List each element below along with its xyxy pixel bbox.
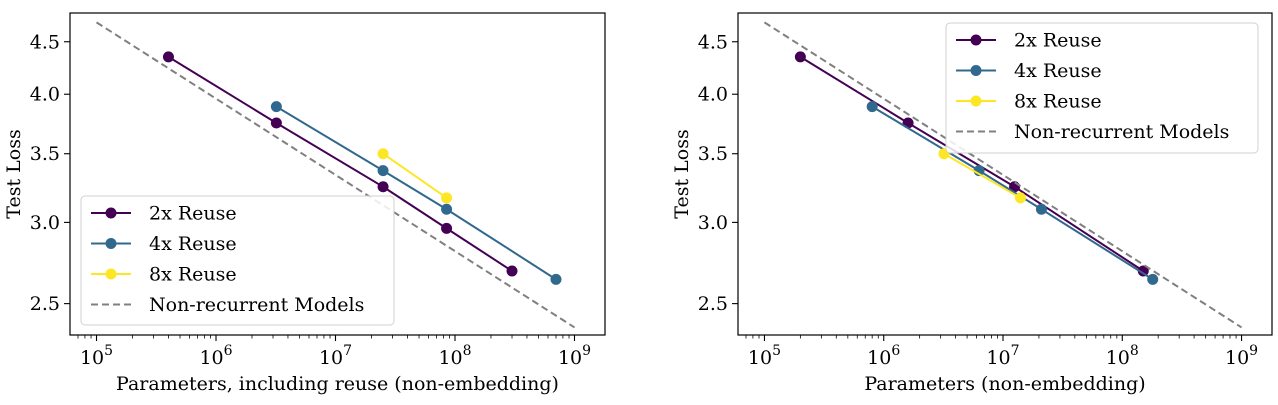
legend: 2x Reuse 4x Reuse 8x Reuse Non-recurrent Mo…: [80, 195, 395, 326]
point-2x-reuse: [270, 117, 282, 129]
legend-label: Non-recurrent Models: [1014, 121, 1229, 143]
series-line-non-recurrent-models: [763, 21, 1243, 329]
point-2x-reuse: [506, 265, 518, 277]
y-tick-label: 4.5: [30, 31, 60, 53]
point-4x-reuse: [270, 101, 282, 113]
series-2x-reuse: [794, 51, 1149, 277]
x-tick-label: 107: [319, 343, 352, 369]
y-tick-label: 4.0: [30, 84, 60, 106]
legend-label: 4x Reuse: [1014, 60, 1102, 82]
point-4x-reuse: [1147, 273, 1159, 285]
series-non-recurrent-models: [763, 21, 1243, 329]
series-non-recurrent-models: [95, 21, 576, 329]
point-4x-reuse: [550, 273, 562, 285]
legend-marker: [970, 34, 982, 46]
y-tick-label: 3.5: [698, 143, 728, 165]
point-2x-reuse: [794, 51, 806, 63]
x-axis-title: Parameters (non-embedding): [864, 373, 1145, 395]
plot-area: [763, 21, 1243, 329]
legend-box: [80, 195, 395, 326]
y-tick-label: 2.5: [30, 293, 60, 315]
point-8x-reuse: [441, 192, 453, 204]
series-line-4x-reuse: [275, 105, 557, 281]
x-tick-label: 106: [867, 343, 900, 369]
legend-item-non-recurrent-models: Non-recurrent Models: [91, 294, 364, 316]
legend-label: 2x Reuse: [1014, 30, 1102, 52]
point-4x-reuse: [1035, 203, 1047, 215]
legend-marker: [105, 207, 117, 219]
point-8x-reuse: [377, 148, 389, 160]
legend-label: Non-recurrent Models: [149, 294, 364, 316]
point-2x-reuse: [1137, 265, 1149, 277]
legend: 2x Reuse 4x Reuse 8x Reuse Non-recurrent Mo…: [945, 22, 1259, 154]
legend-marker: [105, 238, 117, 249]
axes-frame: [737, 12, 1273, 336]
chart-left: 105 106 107 108 109 2.5 3.0 3.5 4.0 4.5 Parameters…: [3, 12, 606, 395]
series-8x-reuse: [377, 148, 453, 204]
point-4x-reuse: [377, 165, 389, 177]
legend-item-4x-reuse: 4x Reuse: [91, 233, 237, 255]
chart-right: 105 106 107 108 109 2.5 3.0 3.5 4.0 4.5 Parameters…: [671, 12, 1273, 395]
series-2x-reuse: [162, 51, 518, 277]
y-tick-label: 4.5: [698, 31, 728, 53]
axes-frame: [69, 12, 606, 336]
series-line-8x-reuse: [382, 152, 448, 199]
legend-label: 2x Reuse: [149, 203, 237, 225]
series-8x-reuse: [938, 148, 1026, 204]
legend-item-4x-reuse: 4x Reuse: [956, 60, 1102, 82]
series-4x-reuse: [270, 101, 562, 285]
point-8x-reuse: [1014, 192, 1026, 204]
y-tick-label: 4.0: [698, 84, 728, 106]
point-2x-reuse: [441, 222, 453, 234]
x-tick-label: 105: [80, 343, 113, 369]
x-tick-label: 106: [199, 343, 232, 369]
legend-item-2x-reuse: 2x Reuse: [956, 30, 1102, 52]
legend-marker: [970, 65, 982, 76]
y-tick-label: 2.5: [698, 293, 728, 315]
x-tick-label: 109: [558, 343, 591, 369]
point-2x-reuse: [162, 51, 174, 63]
y-tick-label: 3.5: [30, 143, 60, 165]
series-line-8x-reuse: [943, 152, 1021, 199]
legend-label: 4x Reuse: [149, 233, 237, 255]
legend-label: 8x Reuse: [1014, 91, 1102, 113]
x-tick-label: 108: [438, 343, 471, 369]
legend-item-8x-reuse: 8x Reuse: [956, 91, 1102, 113]
legend-box: [945, 22, 1259, 154]
x-tick-label: 107: [986, 343, 1019, 369]
x-axis-title: Parameters, including reuse (non-embeddi…: [116, 373, 559, 395]
y-axis-title: Test Loss: [671, 129, 693, 218]
x-tick-label: 105: [748, 343, 781, 369]
legend-marker: [970, 95, 982, 107]
legend-label: 8x Reuse: [149, 264, 237, 286]
series-line-4x-reuse: [871, 105, 1154, 281]
legend-item-non-recurrent-models: Non-recurrent Models: [956, 121, 1229, 143]
legend-item-8x-reuse: 8x Reuse: [91, 264, 237, 286]
x-tick-label: 109: [1225, 343, 1258, 369]
y-tick-label: 3.0: [30, 212, 60, 234]
point-4x-reuse: [441, 203, 453, 215]
y-tick-label: 3.0: [698, 212, 728, 234]
legend-marker: [105, 268, 117, 280]
y-axis-title: Test Loss: [3, 129, 25, 218]
series-line-2x-reuse: [799, 56, 1144, 272]
series-line-non-recurrent-models: [95, 21, 576, 329]
point-2x-reuse: [377, 181, 389, 193]
plot-area: [95, 21, 576, 329]
legend-item-2x-reuse: 2x Reuse: [91, 203, 237, 225]
point-4x-reuse: [866, 101, 878, 113]
x-tick-label: 108: [1106, 343, 1139, 369]
